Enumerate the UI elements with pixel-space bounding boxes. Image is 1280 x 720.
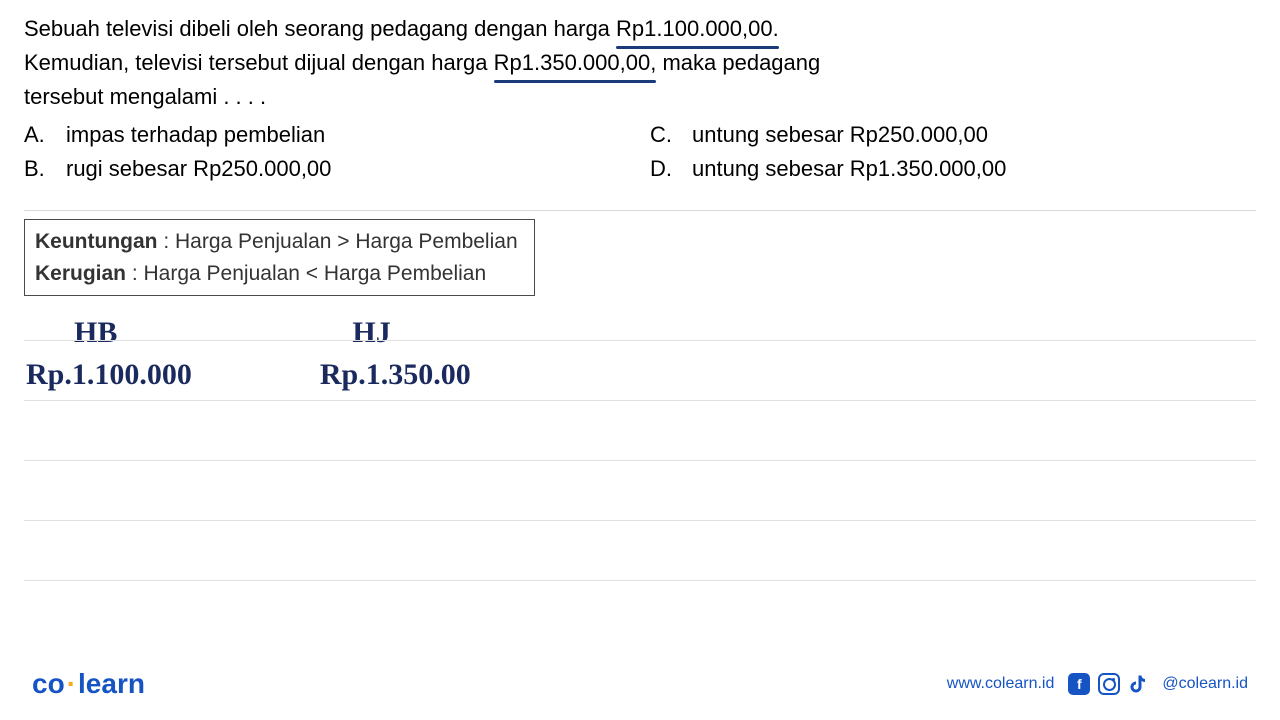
info-box: Keuntungan : Harga Penjualan > Harga Pem… — [24, 219, 535, 296]
options-grid: A. impas terhadap pembelian C. untung se… — [24, 122, 1256, 182]
footer: co·learn www.colearn.id f @colearn.id — [0, 668, 1280, 700]
option-c: C. untung sebesar Rp250.000,00 — [650, 122, 1256, 148]
option-c-letter: C. — [650, 122, 674, 148]
divider-line — [24, 210, 1256, 211]
underlined-price-1: Rp1.100.000,00. — [616, 12, 779, 46]
info-line-1: Keuntungan : Harga Penjualan > Harga Pem… — [35, 226, 518, 258]
info-kerugian-label: Kerugian — [35, 262, 126, 285]
logo-learn: learn — [78, 668, 145, 699]
option-b-text: rugi sebesar Rp250.000,00 — [66, 156, 331, 182]
ruled-lines-background — [24, 340, 1256, 640]
footer-right: www.colearn.id f @colearn.id — [947, 673, 1248, 695]
social-handle: @colearn.id — [1162, 675, 1248, 693]
option-b-letter: B. — [24, 156, 48, 182]
question-line1-pre: Sebuah televisi dibeli oleh seorang peda… — [24, 16, 616, 41]
instagram-icon — [1098, 673, 1120, 695]
info-line-2: Kerugian : Harga Penjualan < Harga Pembe… — [35, 258, 518, 290]
question-line3: tersebut mengalami . . . . — [24, 84, 266, 109]
colearn-logo: co·learn — [32, 668, 145, 700]
option-b: B. rugi sebesar Rp250.000,00 — [24, 156, 630, 182]
website-url: www.colearn.id — [947, 675, 1055, 693]
tiktok-icon — [1128, 673, 1148, 695]
question-line2-pre: Kemudian, televisi tersebut dijual denga… — [24, 50, 494, 75]
question-paragraph: Sebuah televisi dibeli oleh seorang peda… — [24, 12, 1256, 114]
info-keuntungan-text: : Harga Penjualan > Harga Pembelian — [157, 230, 517, 253]
option-d: D. untung sebesar Rp1.350.000,00 — [650, 156, 1256, 182]
logo-co: co — [32, 668, 65, 699]
underlined-price-2: Rp1.350.000,00, — [494, 46, 657, 80]
option-a-text: impas terhadap pembelian — [66, 122, 325, 148]
option-c-text: untung sebesar Rp250.000,00 — [692, 122, 988, 148]
option-a-letter: A. — [24, 122, 48, 148]
question-line2-post: maka pedagang — [656, 50, 820, 75]
option-a: A. impas terhadap pembelian — [24, 122, 630, 148]
logo-dot: · — [65, 668, 78, 699]
info-keuntungan-label: Keuntungan — [35, 230, 157, 253]
facebook-icon: f — [1068, 673, 1090, 695]
option-d-text: untung sebesar Rp1.350.000,00 — [692, 156, 1006, 182]
info-kerugian-text: : Harga Penjualan < Harga Pembelian — [126, 262, 486, 285]
option-d-letter: D. — [650, 156, 674, 182]
social-icons: f — [1068, 673, 1148, 695]
